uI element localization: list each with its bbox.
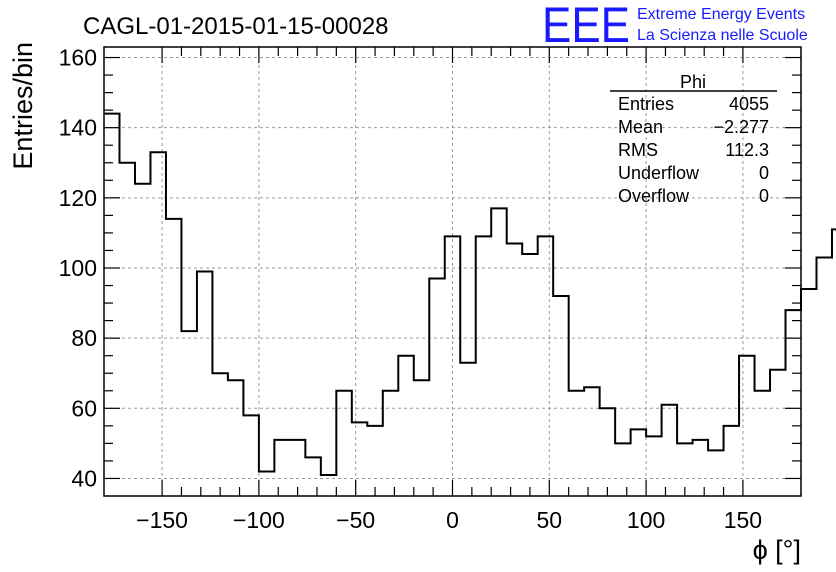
stats-value-underflow: 0	[759, 163, 769, 183]
histogram-bin	[104, 114, 119, 496]
stats-label-overflow: Overflow	[618, 186, 690, 206]
histogram-bin	[662, 405, 677, 496]
histogram-bin	[274, 440, 289, 496]
stats-value-mean: −2.277	[713, 117, 769, 137]
y-tick-label: 140	[59, 115, 97, 141]
eee-logo: EEE	[542, 0, 630, 53]
stats-label-entries: Entries	[618, 94, 674, 114]
stats-label-underflow: Underflow	[618, 163, 700, 183]
x-tick-labels: −150 −100 −50 0 50 100 150	[136, 507, 762, 533]
grid-lines	[104, 47, 801, 496]
histogram-bin	[801, 289, 816, 496]
stats-box: Phi Entries 4055 Mean −2.277 RMS 112.3 U…	[610, 72, 777, 206]
histogram-bin	[476, 236, 491, 496]
chart-title: CAGL-01-2015-01-15-00028	[83, 13, 389, 40]
histogram-bin	[631, 429, 646, 496]
histogram-bin	[119, 163, 134, 496]
x-axis-label: ϕ [°]	[753, 535, 801, 565]
stats-value-rms: 112.3	[725, 140, 769, 160]
stats-label-rms: RMS	[618, 140, 658, 160]
y-tick-label: 100	[59, 255, 97, 281]
histogram-bin	[228, 380, 243, 496]
stats-value-overflow: 0	[759, 186, 769, 206]
histogram-bin	[816, 257, 831, 496]
histogram-bin	[305, 457, 320, 496]
x-tick-label: −50	[336, 507, 375, 533]
x-tick-label: 100	[627, 507, 665, 533]
histogram-bin	[569, 391, 584, 496]
histogram-series	[104, 112, 836, 497]
histogram-bin	[150, 152, 165, 496]
y-axis-label: Entries/bin	[8, 42, 38, 170]
histogram-bin	[615, 443, 630, 496]
histogram-bin	[507, 243, 522, 496]
histogram-bin	[491, 208, 506, 496]
x-tick-label: 150	[724, 507, 762, 533]
stats-box-title: Phi	[680, 72, 706, 92]
histogram-bin	[181, 331, 196, 496]
histogram-bin	[429, 279, 444, 496]
histogram-bin	[739, 356, 754, 496]
histogram-bin	[460, 363, 475, 496]
histogram-bin	[414, 380, 429, 496]
histogram-bin	[724, 426, 739, 496]
histogram-bin	[522, 254, 537, 496]
histogram-bin	[166, 219, 181, 496]
y-tick-label: 60	[71, 395, 97, 421]
histogram-bin	[367, 426, 382, 496]
histogram-bin	[553, 296, 568, 496]
histogram-bin	[600, 408, 615, 496]
y-tick-label: 40	[71, 465, 97, 491]
histogram-bin	[383, 391, 398, 496]
histogram-bin	[398, 356, 413, 496]
histogram-bin	[755, 391, 770, 496]
stats-label-mean: Mean	[618, 117, 663, 137]
histogram-bin	[770, 370, 785, 496]
y-tick-label: 80	[71, 325, 97, 351]
axis-ticks	[104, 47, 801, 496]
histogram-bin	[212, 373, 227, 496]
y-tick-label: 120	[59, 185, 97, 211]
y-tick-label: 160	[59, 45, 97, 71]
histogram-bin	[352, 422, 367, 496]
histogram-bin	[336, 391, 351, 496]
histogram-bin	[832, 229, 836, 496]
histogram-outline	[104, 112, 836, 476]
banner-line-2: La Scienza nelle Scuole	[637, 27, 808, 44]
histogram-bin	[135, 184, 150, 496]
histogram-bin	[321, 475, 336, 496]
histogram-bin	[646, 436, 661, 496]
x-tick-label: −150	[136, 507, 188, 533]
x-tick-label: 0	[446, 507, 459, 533]
stats-value-entries: 4055	[729, 94, 769, 114]
histogram-bin	[538, 236, 553, 496]
x-tick-label: 50	[537, 507, 563, 533]
x-tick-label: −100	[233, 507, 285, 533]
histogram-bin	[259, 471, 274, 496]
histogram-bin	[584, 387, 599, 496]
histogram-bin	[243, 415, 258, 496]
histogram-bin	[693, 440, 708, 496]
histogram-bin	[708, 450, 723, 496]
histogram-bin	[445, 236, 460, 496]
banner-line-1: Extreme Energy Events	[637, 6, 805, 23]
y-tick-labels: 40 60 80 100 120 140 160	[59, 45, 97, 492]
histogram-bin	[197, 272, 212, 497]
